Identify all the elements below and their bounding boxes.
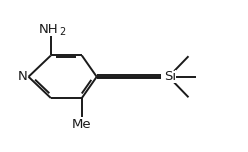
Text: Si: Si: [164, 70, 176, 83]
Text: N: N: [18, 70, 27, 83]
Text: Me: Me: [72, 118, 92, 131]
Text: 2: 2: [60, 27, 66, 37]
Text: NH: NH: [38, 23, 58, 36]
